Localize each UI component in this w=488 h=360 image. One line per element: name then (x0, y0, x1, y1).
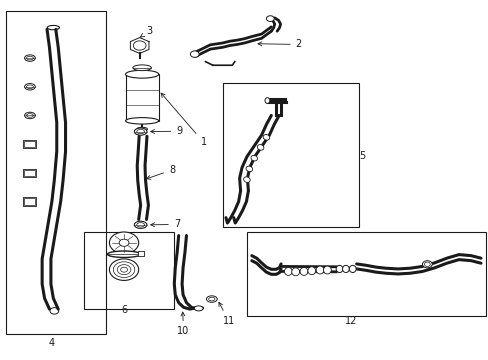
Text: 9: 9 (150, 126, 182, 136)
Text: 2: 2 (258, 40, 301, 49)
Ellipse shape (316, 266, 324, 274)
Text: 11: 11 (219, 302, 234, 325)
Text: 10: 10 (177, 312, 189, 336)
Ellipse shape (342, 265, 348, 273)
Circle shape (119, 239, 129, 246)
Ellipse shape (250, 155, 257, 161)
Ellipse shape (125, 70, 158, 78)
Bar (83, 232, 173, 309)
Ellipse shape (134, 221, 147, 228)
Text: 3: 3 (140, 26, 152, 37)
Ellipse shape (424, 262, 429, 266)
Ellipse shape (300, 267, 307, 275)
Ellipse shape (137, 130, 144, 134)
Bar (22, 140, 36, 148)
Ellipse shape (243, 177, 250, 183)
Ellipse shape (137, 223, 144, 227)
Ellipse shape (348, 265, 355, 273)
Bar (125, 74, 158, 121)
Ellipse shape (125, 118, 158, 124)
Ellipse shape (24, 55, 35, 61)
Ellipse shape (26, 85, 33, 89)
Ellipse shape (24, 84, 35, 90)
Circle shape (133, 41, 146, 50)
Ellipse shape (245, 166, 252, 172)
Ellipse shape (208, 297, 215, 301)
Ellipse shape (190, 51, 199, 57)
Ellipse shape (335, 265, 342, 273)
Bar (222, 83, 358, 226)
Ellipse shape (264, 98, 269, 103)
Bar (246, 232, 485, 316)
Text: 7: 7 (150, 220, 180, 229)
Ellipse shape (47, 26, 60, 30)
Bar (138, 251, 143, 256)
Ellipse shape (134, 128, 147, 135)
Ellipse shape (257, 145, 264, 150)
Ellipse shape (422, 261, 431, 268)
Text: 1: 1 (161, 93, 206, 147)
Ellipse shape (323, 266, 330, 274)
Polygon shape (130, 38, 149, 53)
Ellipse shape (263, 135, 269, 140)
Bar (22, 168, 36, 177)
Bar (23, 198, 35, 205)
Ellipse shape (24, 112, 35, 119)
Text: 4: 4 (49, 338, 55, 348)
Bar (22, 197, 36, 206)
Bar (23, 170, 35, 176)
Circle shape (109, 259, 139, 280)
Text: 12: 12 (344, 316, 356, 325)
Bar (5, 12, 105, 334)
Bar (23, 141, 35, 147)
Ellipse shape (266, 16, 274, 22)
Text: 8: 8 (146, 165, 175, 179)
Ellipse shape (133, 65, 151, 71)
Ellipse shape (284, 267, 292, 275)
Ellipse shape (26, 114, 33, 117)
Text: 6: 6 (121, 305, 127, 315)
Ellipse shape (291, 268, 299, 276)
Ellipse shape (206, 296, 217, 302)
Circle shape (109, 232, 139, 253)
Text: 5: 5 (358, 150, 365, 161)
Ellipse shape (50, 308, 59, 314)
Ellipse shape (307, 267, 315, 275)
Ellipse shape (26, 56, 33, 60)
Ellipse shape (107, 251, 141, 257)
Ellipse shape (137, 127, 147, 131)
Ellipse shape (194, 306, 203, 311)
